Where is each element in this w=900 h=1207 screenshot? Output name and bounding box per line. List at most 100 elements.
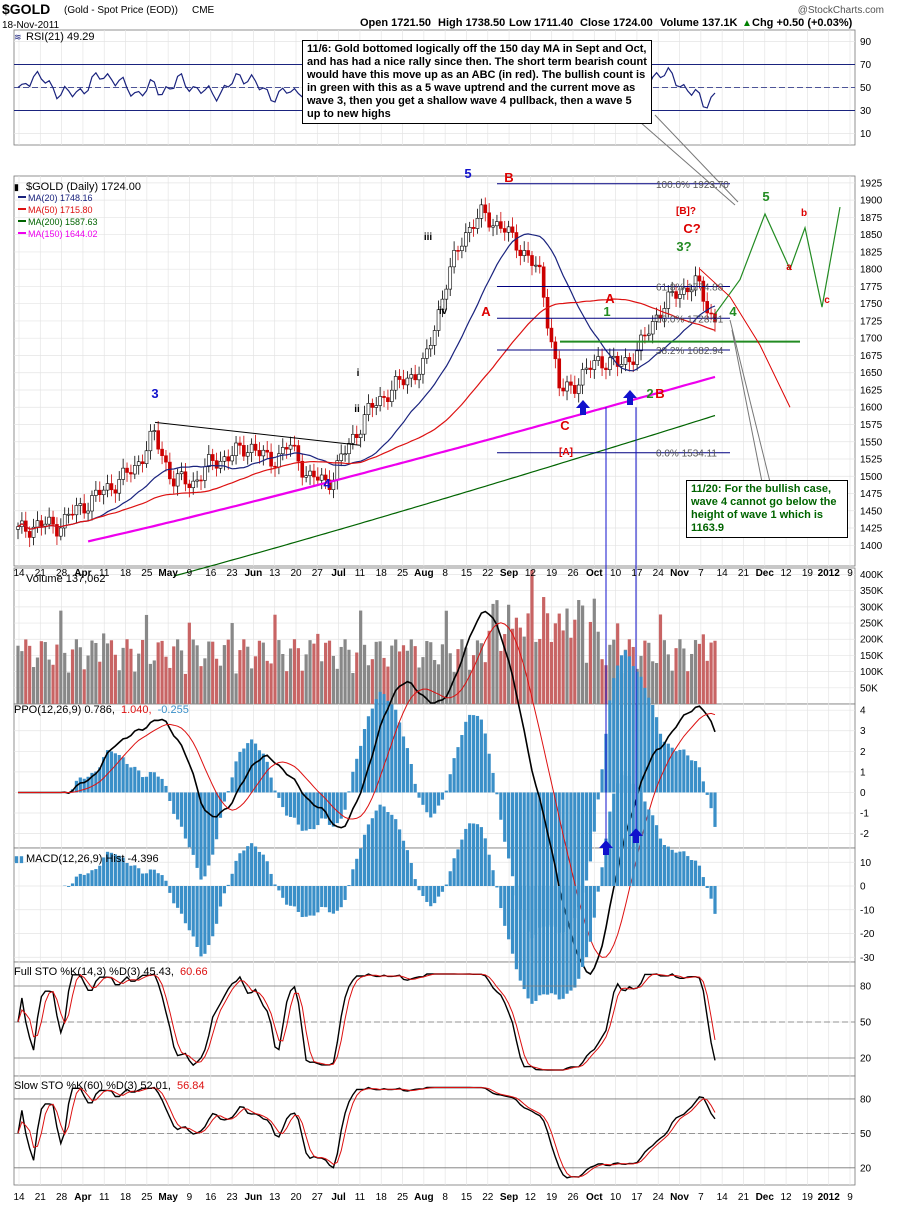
- x-axis-label-bottom: 18: [376, 1192, 388, 1203]
- macd-hist-bar: [495, 886, 499, 888]
- ppo-hist-bar: [682, 749, 686, 793]
- wave-label: 4: [323, 476, 331, 491]
- candle-body: [499, 221, 503, 229]
- resistance-trendline: [154, 421, 361, 446]
- macd-hist-bar: [195, 886, 199, 947]
- x-axis-label-bottom: 21: [738, 1192, 750, 1203]
- candle-body: [226, 456, 231, 462]
- volume-tick-label: 200K: [860, 635, 884, 646]
- candle-body: [284, 447, 289, 450]
- volume-bar: [226, 639, 230, 704]
- macd-hist-bar: [288, 886, 293, 906]
- ppo-tick-label: 1: [860, 767, 866, 778]
- volume-bar: [211, 641, 215, 704]
- macd-hist-bar: [693, 860, 698, 886]
- volume-bar: [250, 668, 254, 704]
- candle-body: [129, 472, 133, 475]
- candle-body: [261, 449, 266, 457]
- volume-bar: [397, 651, 402, 704]
- volume-bar: [168, 667, 172, 704]
- x-axis-label-top: 15: [461, 568, 473, 579]
- ppo-hist-bar: [436, 792, 441, 806]
- macd-hist-bar: [608, 811, 612, 886]
- candle-body: [354, 433, 359, 438]
- ppo-hist-bar: [600, 769, 604, 793]
- volume-bar: [522, 636, 526, 704]
- candle-body: [78, 503, 83, 506]
- price-tick-label: 1850: [860, 230, 883, 241]
- macd-title: MACD(12,26,9) Hist -4.396: [26, 853, 159, 865]
- volume-bar: [670, 670, 674, 704]
- candle-body: [152, 430, 157, 432]
- candle-body: [191, 480, 196, 489]
- volume-bar: [378, 641, 382, 704]
- x-axis-label-bottom: 17: [631, 1192, 643, 1203]
- macd-hist-bar: [203, 886, 207, 954]
- volume-bar: [678, 639, 682, 704]
- volume-bar: [222, 645, 226, 704]
- candle-body: [545, 297, 550, 329]
- macd-hist-bar: [199, 886, 203, 957]
- macd-hist-bar: [588, 886, 592, 942]
- volume-bar: [141, 639, 145, 704]
- volume-bar: [102, 633, 106, 704]
- volume-bar: [674, 648, 678, 704]
- ppo-hist-bar: [277, 792, 281, 798]
- volume-bar: [374, 641, 378, 704]
- macd-hist-bar: [137, 868, 141, 886]
- x-axis-label-top: 17: [631, 568, 643, 579]
- x-axis-label-top: 16: [205, 568, 217, 579]
- fullsto-tick-label: 20: [860, 1054, 872, 1065]
- ppo-hist-bar: [623, 650, 628, 793]
- x-axis-label-bottom: 21: [35, 1192, 47, 1203]
- x-axis-label-top: 8: [442, 568, 448, 579]
- candle-body: [265, 449, 270, 453]
- candle-body: [66, 513, 71, 516]
- x-axis-label-top: 28: [56, 568, 68, 579]
- ppo-hist-bar: [666, 743, 670, 793]
- macd-hist-bar: [242, 850, 246, 886]
- candle-body: [366, 402, 371, 415]
- volume-bar: [156, 642, 160, 704]
- ppo-signal-line: [18, 622, 716, 958]
- ppo-hist-bar: [141, 777, 145, 793]
- macd-hist-bar: [612, 793, 616, 886]
- macd-hist-bar: [331, 886, 336, 914]
- up-arrow-icon: [576, 400, 590, 415]
- volume-bar: [125, 639, 129, 704]
- candle-body: [428, 344, 433, 350]
- candle-body: [319, 474, 324, 481]
- macd-hist-bar: [234, 860, 238, 886]
- ppo-hist-bar: [382, 694, 386, 793]
- volume-bar: [109, 640, 114, 704]
- volume-title: Volume 137,062: [26, 573, 106, 585]
- ppo-hist-bar: [320, 792, 324, 819]
- volume-bar: [662, 640, 666, 704]
- volume-bar: [327, 640, 332, 704]
- volume-bar: [690, 653, 694, 704]
- wave-label: 2: [646, 386, 653, 401]
- volume-bar: [218, 665, 223, 704]
- macd-tick-label: 10: [860, 858, 872, 869]
- wave-label: C?: [683, 221, 700, 236]
- ppo-hist-bar: [179, 792, 184, 827]
- candle-body: [347, 442, 351, 455]
- ma20-line: [17, 233, 716, 530]
- volume-bar: [113, 654, 117, 704]
- macd-hist-bar: [686, 856, 690, 886]
- volume-bar: [666, 654, 670, 704]
- chart-panels: [13, 29, 856, 1186]
- x-axis-label-top: Jun: [244, 568, 262, 579]
- macd-hist-bar: [238, 853, 242, 886]
- slowsto-tick-label: 50: [860, 1129, 872, 1140]
- macd-hist-bar: [475, 824, 480, 886]
- ppo-hist-bar: [487, 753, 491, 793]
- macd-hist-bar: [674, 852, 678, 886]
- ppo-hist-bar: [172, 792, 176, 814]
- volume-bar: [561, 630, 565, 704]
- macd-tick-label: -10: [860, 905, 875, 916]
- macd-hist-bar: [246, 846, 250, 886]
- ppo-hist-bar: [362, 729, 367, 793]
- candle-body: [409, 374, 414, 379]
- ppo-tick-label: 0: [860, 788, 866, 799]
